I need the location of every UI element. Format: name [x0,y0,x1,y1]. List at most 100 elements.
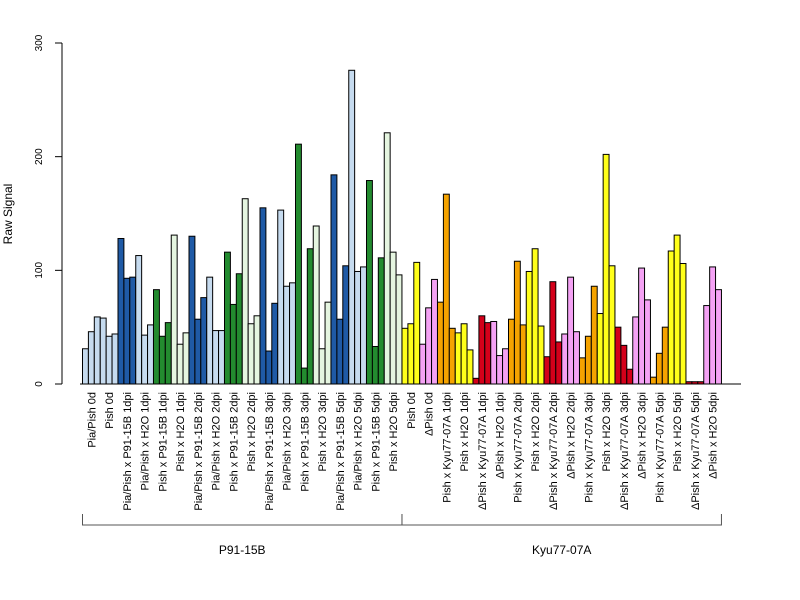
category-label: ΔPish x Kyu77-07A 2dpi [548,392,560,510]
bar [212,330,220,385]
bar [383,132,391,385]
bars [82,69,722,385]
bar [478,315,486,385]
bar [360,266,367,385]
category-label: Pia/Pish 0d [86,392,98,448]
group-label: P91-15B [219,543,266,557]
group-label: Kyu77-07A [532,543,591,557]
bar [312,225,320,385]
group-brackets: P91-15B Kyu77-07A [82,514,722,557]
bar [584,335,592,385]
category-label: Pish x H2O 1dpi [459,392,471,471]
bar [117,238,125,385]
bar [93,316,101,385]
category-label: Pish x H2O 1dpi [175,392,187,471]
bar [490,320,498,385]
bar [709,266,717,385]
category-label: Pia/Pish x H2O 1dpi [140,392,152,490]
category-label: Pia/Pish x H2O 2dpi [211,392,223,490]
bar [330,174,338,385]
bar [555,341,563,385]
bar [620,344,628,385]
bar [401,327,409,385]
category-label: Pish x Kyu77-07A 3dpi [583,392,595,503]
bar [153,289,160,385]
group-bracket [82,514,403,526]
bar [549,281,557,385]
bar [407,323,415,385]
bar [608,265,616,385]
category-label: ΔPish x Kyu77-07A 3dpi [619,392,631,510]
bar [371,345,379,385]
bar [283,285,291,385]
bar [590,285,598,385]
y-tick-label: 100 [34,262,45,279]
y-axis-title: Raw Signal [1,184,15,245]
bar [111,333,119,385]
bar [141,334,149,385]
bar [519,324,527,385]
bar [437,301,444,385]
bar [667,250,675,385]
category-label: Pish x P91-15B 5dpi [370,392,382,492]
category-label: ΔPish x H2O 2dpi [566,392,578,479]
bar [596,313,604,385]
bar [241,198,249,385]
category-label: Pish x P91-15B 2dpi [228,392,240,492]
bar [638,267,646,385]
bar [253,315,261,385]
category-label: Pish x H2O 3dpi [601,392,613,471]
bar [176,343,184,385]
bar [679,263,687,385]
category-label: ΔPish x Kyu77-07A 5dpi [690,392,702,510]
bar [502,348,509,385]
bar [413,261,421,385]
category-labels: Pia/Pish 0d Pish 0d Pia/Pish x P91-15B 1dp… [86,392,719,511]
category-label: Pia/Pish x P91-15B 1dpi [122,392,134,511]
bar [537,325,545,385]
bar [194,318,202,385]
bar [366,180,373,385]
bar [318,348,326,385]
bar [289,282,296,385]
bar [295,143,302,385]
category-label: Pia/Pish x P91-15B 5dpi [335,392,347,511]
bar [661,326,669,385]
category-label: Pish 0d [104,392,116,429]
bar [200,297,208,385]
bar [632,316,640,385]
y-tick-label: 200 [34,148,45,165]
category-label: Pish x H2O 2dpi [530,392,542,471]
bar [454,332,462,385]
bar [247,323,255,385]
bar [472,377,480,385]
bar [218,330,225,385]
category-label: Pish x P91-15B 3dpi [299,392,311,492]
bar [460,323,468,385]
bar [650,376,657,385]
bar [395,274,403,385]
category-label: ΔPish x H2O 3dpi [637,392,649,479]
bar [602,153,610,385]
group-bracket [401,514,722,526]
category-label: Pia/Pish x H2O 3dpi [282,392,294,490]
category-label: Pish x H2O 5dpi [388,392,400,471]
bar [715,289,722,385]
bar [626,368,634,385]
bar [224,251,231,385]
bar [105,335,113,385]
bar [170,234,178,385]
bar [342,265,350,385]
bar [673,234,681,385]
category-label: ΔPish x H2O 1dpi [495,392,507,479]
bar [135,255,143,385]
bar [543,356,551,385]
bar [147,324,154,385]
bar [265,350,273,385]
y-tick-label: 300 [34,34,45,51]
bar [466,349,474,385]
bar [99,317,107,385]
bar [644,299,651,385]
bar [123,277,131,385]
